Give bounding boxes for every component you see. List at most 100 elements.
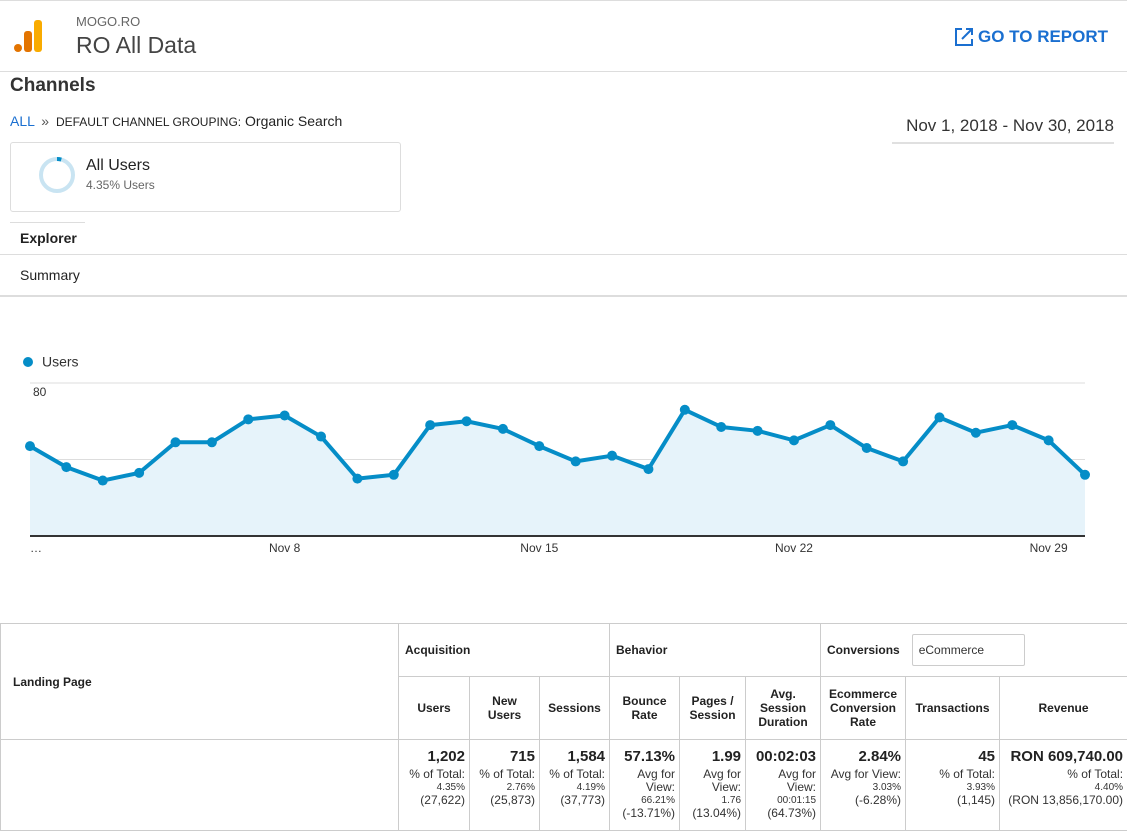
total-note: 4.40% [1094, 782, 1124, 793]
tab-active [10, 222, 85, 255]
point [316, 431, 327, 442]
breadcrumb: ALL » DEFAULT CHANNEL GROUPING: Organic … [10, 113, 342, 129]
point [570, 456, 581, 467]
point [898, 456, 909, 467]
point [643, 464, 654, 475]
totals-cell: 2.84% Avg for View: 3.03% (-6.28%) [820, 739, 907, 831]
tab[interactable]: Explorer [20, 230, 77, 246]
point [134, 467, 145, 478]
point [388, 469, 399, 480]
header [0, 0, 1127, 72]
total-note: (37,773) [560, 793, 606, 807]
totals-cell: 1,202 % of Total: 4.35% (27,622) [398, 739, 470, 831]
point [752, 425, 763, 436]
segment-donut [39, 157, 75, 193]
total-value: 1,202 [427, 748, 465, 765]
point [25, 441, 35, 452]
group-header: Behavior [609, 623, 822, 677]
point [497, 423, 508, 434]
subtab[interactable]: Summary [20, 267, 80, 283]
group-header: Acquisition [397, 623, 611, 677]
column-header[interactable]: Users [398, 676, 470, 740]
total-note: Avg for View: [703, 767, 742, 794]
dimension-header: Landing Page [0, 623, 399, 740]
total-note: (-6.28%) [855, 793, 902, 807]
segment-name: All Users [86, 157, 151, 174]
point [970, 427, 981, 438]
point [461, 416, 472, 427]
total-note: % of Total: [479, 767, 535, 781]
data-table: Landing Page Acquisition Behavior Conversio… [0, 623, 1127, 831]
logo [14, 20, 42, 52]
x-tick-label: Nov 29 [1030, 541, 1068, 555]
point [861, 443, 872, 454]
point [679, 404, 690, 415]
column-header[interactable]: Bounce Rate [609, 676, 681, 740]
total-value: 715 [509, 748, 535, 765]
total-note: (25,873) [490, 793, 535, 807]
total-note: 2.76% [506, 782, 535, 793]
column-header[interactable]: Transactions [905, 676, 1001, 740]
total-value: 45 [978, 748, 996, 765]
external-icon[interactable] [953, 26, 975, 48]
total-value: RON 609,740.00 [1010, 748, 1124, 765]
point [788, 435, 799, 446]
total-note: 1.76 [721, 795, 742, 806]
point [243, 414, 254, 425]
total-value: 1.99 [711, 748, 742, 765]
column-header[interactable]: New Users [469, 676, 540, 740]
column-header[interactable]: Revenue [999, 676, 1127, 740]
point [1043, 435, 1054, 446]
total-note: 00:01:15 [777, 795, 817, 806]
conversion-select[interactable]: eCommerce [911, 634, 1026, 666]
go-to-report[interactable]: GO TO REPORT [978, 27, 1109, 46]
totals-cell: 57.13% Avg for View: 66.21% (-13.71%) [609, 739, 681, 831]
y-tick-label: 80 [33, 385, 47, 399]
total-note: (27,622) [420, 793, 465, 807]
total-note: (13.04%) [692, 806, 742, 820]
column-header[interactable]: Pages / Session [679, 676, 747, 740]
column-header[interactable]: Sessions [538, 676, 611, 740]
total-value: 1,584 [567, 748, 606, 765]
legend-label: Users [42, 354, 79, 370]
total-note: 4.35% [436, 782, 465, 793]
point [425, 420, 436, 431]
total-note: (-13.71%) [622, 806, 676, 820]
segment-card[interactable] [10, 142, 401, 212]
total-note: % of Total: [939, 767, 996, 781]
totals-dimension [0, 739, 399, 831]
divider [0, 295, 1127, 297]
date-range[interactable]: Nov 1, 2018 - Nov 30, 2018 [892, 116, 1114, 144]
x-tick-label: … [30, 541, 42, 555]
x-tick-label: Nov 15 [520, 541, 558, 555]
total-note: 66.21% [641, 795, 676, 806]
group-label: Conversions [827, 643, 900, 657]
area [30, 409, 1085, 536]
point [279, 410, 290, 421]
total-value: 2.84% [858, 748, 902, 765]
group-label: Behavior [616, 643, 668, 657]
point [607, 450, 618, 461]
legend-marker [23, 357, 33, 367]
point [97, 475, 108, 486]
total-note: (1,145) [956, 793, 996, 807]
total-note: % of Total: [409, 767, 465, 781]
total-note: % of Total: [549, 767, 606, 781]
column-header[interactable]: Avg. Session Duration [745, 676, 822, 740]
group-label: Acquisition [405, 643, 471, 657]
total-note: 4.19% [576, 782, 606, 793]
totals-cell: 1,584 % of Total: 4.19% (37,773) [538, 739, 611, 831]
segment-detail: 4.35% Users [86, 178, 155, 192]
column-row: Users New Users Sessions Bounce Rate Pages /… [1, 676, 1127, 740]
column-header[interactable]: Ecommerce Conversion Rate [820, 676, 907, 740]
breadcrumb-all[interactable]: ALL [10, 113, 35, 129]
group-header: Conversions eCommerce [820, 623, 1127, 677]
totals-cell: 45 % of Total: 3.93% (1,145) [905, 739, 1001, 831]
total-value: 00:02:03 [755, 748, 817, 765]
total-note: Avg for View: [778, 767, 817, 794]
x-tick-label: Nov 22 [775, 541, 813, 555]
point [206, 437, 217, 448]
report-title: Channels [10, 75, 96, 96]
